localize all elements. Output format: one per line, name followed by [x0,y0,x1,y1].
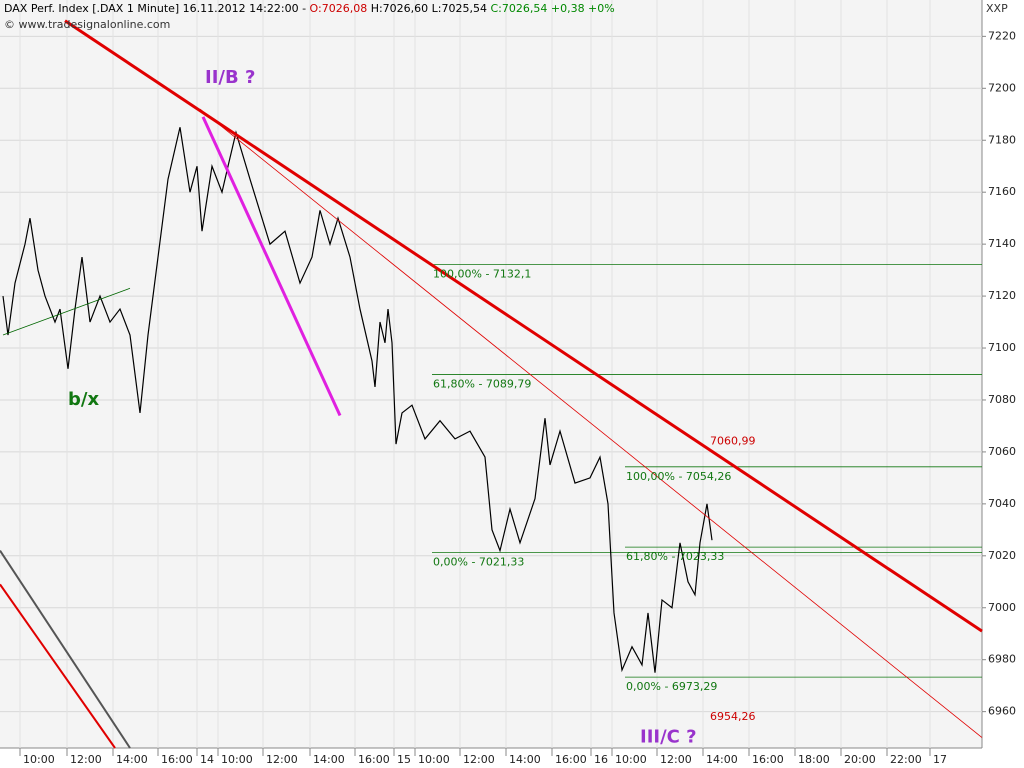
fib-label: 61,80% - 7023,33 [626,550,724,563]
header: DAX Perf. Index [.DAX 1 Minute] 16.11.20… [4,2,615,15]
y-tick-label: 6960 [988,705,1016,718]
annotation: 7060,99 [710,435,756,448]
axis-label: XXP [986,2,1008,15]
trend-line [0,550,131,749]
trend-line [199,108,983,738]
plot-area [0,0,982,748]
annotation: 6954,26 [710,710,756,723]
x-tick-label: 16:00 [752,753,784,766]
x-tick-label: 14:00 [116,753,148,766]
y-tick-label: 6980 [988,653,1016,666]
x-tick-label: 16:00 [555,753,587,766]
x-tick-label: 14:00 [313,753,345,766]
y-tick-label: 7180 [988,133,1016,146]
y-tick-label: 7000 [988,601,1016,614]
y-tick-label: 7080 [988,393,1016,406]
header-part: C:7026,54 +0,38 +0% [490,2,614,15]
x-tick-label: 10:00 [418,753,450,766]
price-line [2,127,713,673]
x-tick-label: 12:00 [660,753,692,766]
x-tick-label: 15 [397,753,411,766]
annotation: b/x [68,389,99,410]
trend-line [2,287,131,336]
y-tick-label: 7120 [988,289,1016,302]
x-tick-label: 20:00 [844,753,876,766]
header-part: H:7026,60 L:7025,54 [367,2,490,15]
subtitle: © www.tradesignalonline.com [4,18,170,31]
fib-label: 100,00% - 7132,1 [433,268,531,281]
y-tick-label: 7140 [988,237,1016,250]
x-tick-label: 16:00 [161,753,193,766]
y-tick-label: 7100 [988,341,1016,354]
y-tick-label: 7200 [988,81,1016,94]
fib-label: 61,80% - 7089,79 [433,378,531,391]
x-tick-label: 16 [594,753,608,766]
header-part: DAX Perf. Index [.DAX 1 Minute] 16.11.20… [4,2,310,15]
x-tick-label: 12:00 [266,753,298,766]
annotation: II/B ? [205,67,255,88]
x-tick-label: 14:00 [706,753,738,766]
fib-label: 0,00% - 7021,33 [433,555,524,568]
x-tick-label: 10:00 [23,753,55,766]
x-tick-label: 10:00 [615,753,647,766]
x-tick-label: 12:00 [463,753,495,766]
y-tick-label: 7160 [988,185,1016,198]
x-tick-label: 14:00 [509,753,541,766]
header-part: O:7026,08 [310,2,368,15]
fib-label: 100,00% - 7054,26 [626,470,731,483]
y-tick-label: 7020 [988,549,1016,562]
y-tick-label: 7060 [988,445,1016,458]
x-tick-label: 12:00 [70,753,102,766]
trend-line [64,19,983,633]
trend-line [201,116,342,417]
annotation: III/C ? [640,727,697,748]
x-tick-label: 10:00 [221,753,253,766]
x-tick-label: 18:00 [798,753,830,766]
y-tick-label: 7220 [988,29,1016,42]
y-tick-label: 7040 [988,497,1016,510]
x-tick-label: 14 [200,753,214,766]
fib-label: 0,00% - 6973,29 [626,680,717,693]
trend-line [0,583,116,749]
x-tick-label: 16:00 [358,753,390,766]
x-tick-label: 22:00 [890,753,922,766]
x-tick-label: 17 [933,753,947,766]
